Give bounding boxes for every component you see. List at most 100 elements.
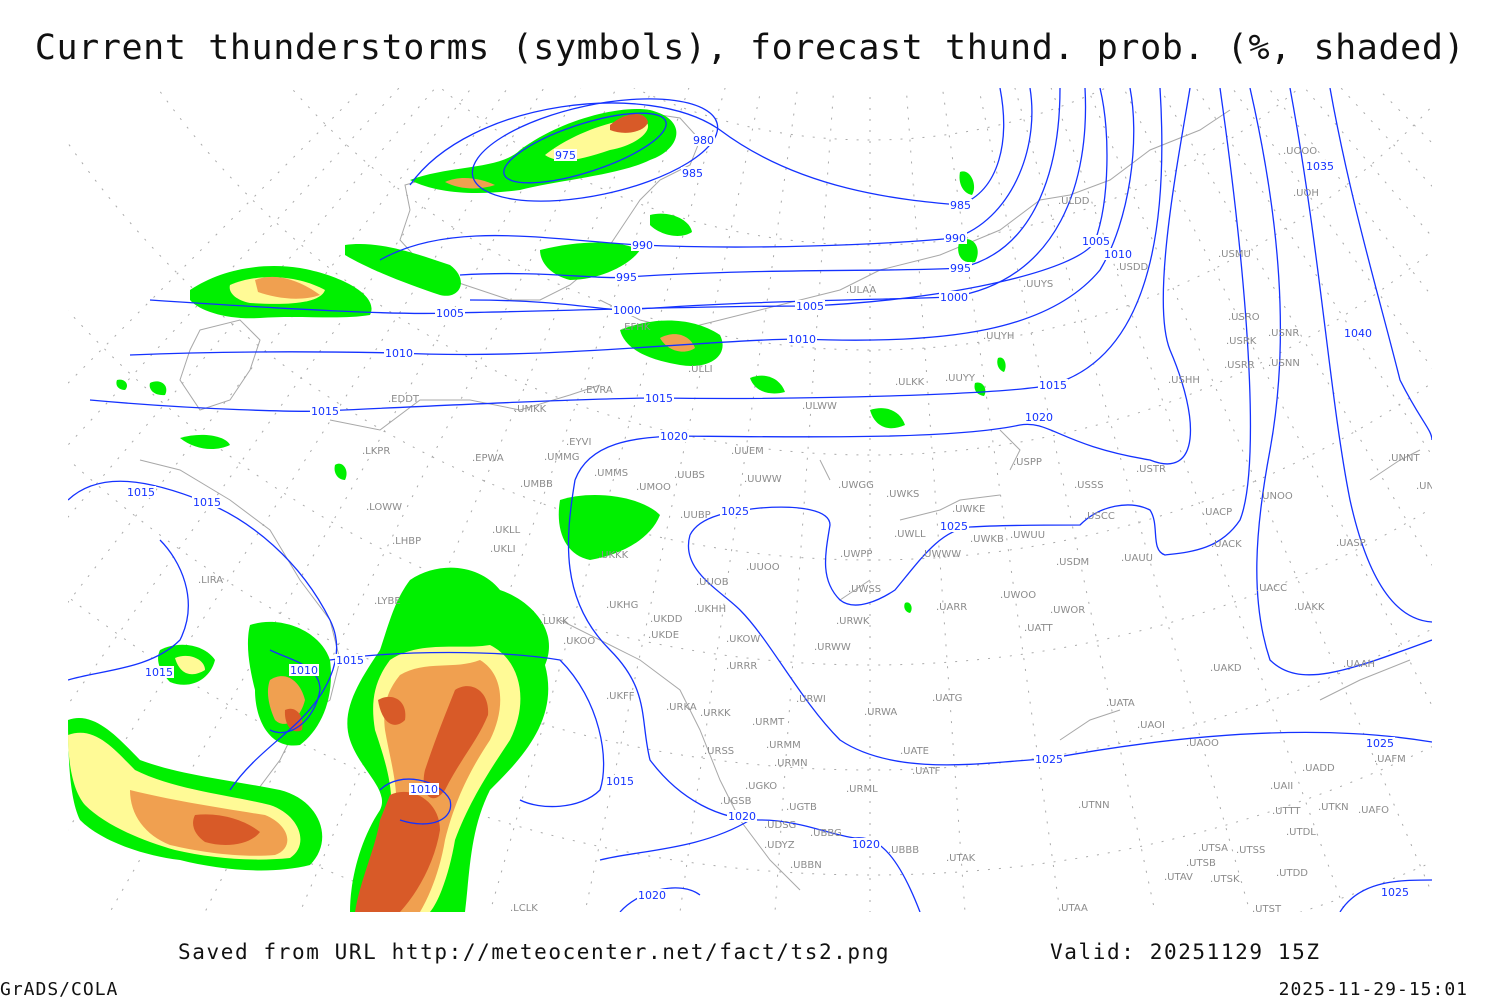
isobar-label-background <box>1103 248 1133 260</box>
station-label: .UWKB <box>970 534 1004 545</box>
isobar-label: 985 <box>950 199 971 212</box>
station-label: .USCC <box>1084 511 1115 522</box>
station-label: .UTNN <box>1078 800 1110 811</box>
isobar-label-background <box>1343 327 1373 339</box>
station-label: .UGTB <box>786 802 817 813</box>
station-label: .USRO <box>1228 312 1260 323</box>
meridian-line <box>941 88 1061 912</box>
station-label: .UBBG <box>810 828 842 839</box>
map-title: Current thunderstorms (symbols), forecas… <box>34 28 1466 68</box>
station-label: .UTSB <box>1186 858 1216 869</box>
station-label: .UBBN <box>790 860 822 871</box>
software-credit: GrADS/COLA <box>0 979 119 1000</box>
isobar-label-background <box>851 838 881 850</box>
station-label: .UAOO <box>1186 738 1219 749</box>
station-label: .URMT <box>752 717 785 728</box>
isobar-label-background <box>384 347 414 359</box>
isobar-labels: 975 980 985 985 990 990 995 995 1000 1000 1005 1005… <box>126 134 1410 902</box>
station-label: .USMU <box>1218 249 1251 260</box>
isobar-label: 995 <box>616 271 637 284</box>
isobar-label: 1020 <box>728 810 756 823</box>
station-label: .UWOO <box>1000 590 1036 601</box>
station-label: .URML <box>846 784 878 795</box>
isobar-label: 1020 <box>852 838 880 851</box>
isobar-label-background <box>644 392 674 404</box>
station-label: .UAFM <box>1374 754 1406 765</box>
meridian-line <box>68 88 364 384</box>
isobar-label: 1035 <box>1306 160 1334 173</box>
meridian-line <box>978 88 1156 912</box>
isobar-label-background <box>944 232 967 244</box>
station-label: .UUYY <box>945 373 976 384</box>
station-label: .UWGG <box>838 480 874 491</box>
isobar-label: 1015 <box>127 486 155 499</box>
station-label: .UTTT <box>1272 806 1301 817</box>
isobar-label-background <box>939 291 969 303</box>
station-label: .USDM <box>1056 557 1089 568</box>
station-label: .UUYH <box>983 331 1014 342</box>
station-label: .URSS <box>704 746 734 757</box>
station-label: .UKHH <box>694 604 726 615</box>
isobar-label: 1010 <box>385 347 413 360</box>
station-label: .UAKK <box>1294 602 1325 613</box>
station-label: .UNBB <box>1416 481 1448 492</box>
map-background <box>68 88 1432 912</box>
station-label: .UACK <box>1211 539 1242 550</box>
isobar-label-background <box>409 783 439 795</box>
isobar-label-background <box>605 775 635 787</box>
station-label: .UATG <box>932 693 962 704</box>
station-label: .UUYS <box>1023 279 1053 290</box>
station-label: .UATF <box>912 766 941 777</box>
isobar-label-background <box>289 664 319 676</box>
station-label: .ULKK <box>895 377 925 388</box>
station-label: .USRR <box>1224 360 1255 371</box>
station-label: .UTDL <box>1286 827 1316 838</box>
isobar-label: 1000 <box>613 304 641 317</box>
isobar-label-background <box>949 262 972 274</box>
isobar-label: 1020 <box>660 430 688 443</box>
station-label: .UDSG <box>764 820 796 831</box>
station-label: .UGSB <box>720 796 752 807</box>
station-label: .LYBE <box>374 596 401 607</box>
station-label: .UKHG <box>606 600 638 611</box>
station-label: .UACC <box>1256 583 1287 594</box>
station-label: .UATT <box>1024 623 1053 634</box>
station-label: .ULLI <box>688 364 713 375</box>
station-label: .UKOO <box>563 636 595 647</box>
station-label: .USDD <box>1116 262 1149 273</box>
station-label: .UWUU <box>1010 530 1045 541</box>
station-label: .UNNT <box>1388 453 1420 464</box>
isobar-label: 1040 <box>1344 327 1372 340</box>
isobar-label-background <box>949 199 972 211</box>
station-label: .URKK <box>700 708 731 719</box>
station-label: .UTAK <box>946 853 976 864</box>
station-label: .UATE <box>900 746 929 757</box>
source-url-text: Saved from URL http://meteocenter.net/fa… <box>178 940 891 964</box>
station-label: .LOWW <box>366 502 402 513</box>
isobar-label-background <box>335 654 365 666</box>
station-label: .UWSS <box>848 584 881 595</box>
station-label: .UTDD <box>1276 868 1308 879</box>
station-label: .URRR <box>726 661 757 672</box>
station-label: .UMMS <box>594 468 628 479</box>
isobars <box>68 88 1432 912</box>
isobar-label: 1010 <box>1104 248 1132 261</box>
station-label: .UUEM <box>731 446 764 457</box>
station-label: .URKA <box>666 702 697 713</box>
station-label: .EVRA <box>583 385 613 396</box>
isobar-label: 990 <box>632 239 653 252</box>
station-label: .URWK <box>836 616 870 627</box>
station-label: .UWOR <box>1050 605 1085 616</box>
isobar-label-background <box>1380 886 1410 898</box>
station-label: .LHBP <box>392 536 421 547</box>
isobar-label: 1010 <box>788 333 816 346</box>
isobar-label: 980 <box>693 134 714 147</box>
isobar-label-background <box>787 333 817 345</box>
station-label: .URMM <box>766 740 801 751</box>
station-label: .URWA <box>864 707 897 718</box>
station-label: .UAII <box>1270 781 1293 792</box>
station-label: .LKPR <box>362 446 390 457</box>
isobar-label: 1015 <box>606 775 634 788</box>
isobar-label: 1015 <box>1039 379 1067 392</box>
